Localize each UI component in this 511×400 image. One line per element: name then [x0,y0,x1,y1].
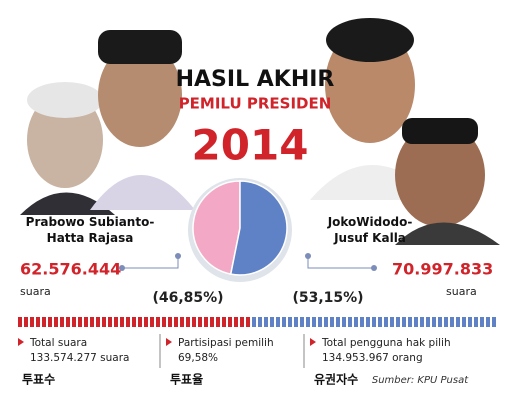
vote-unit: suara [446,285,477,298]
stat-value: 134.953.967 orang [322,352,423,364]
subtitle: PEMILU PRESIDEN [179,95,332,113]
title: HASIL AKHIR [176,67,335,92]
connector-dot [371,265,377,271]
stat-arrow [310,338,316,346]
vote-count: 62.576.444 [20,260,121,279]
stat-korean: 유권자수 [314,372,358,387]
candidate-name: Prabowo Subianto-Hatta Rajasa [26,215,155,245]
value-label: (53,15%) [292,290,363,306]
pie-slice [192,180,241,275]
stat-label: Total pengguna hak pilih [321,337,451,349]
stat-arrow [166,338,172,346]
candidate-name: JokoWidodo-Jusuf Kalla [327,215,413,245]
connector-dot [305,253,311,259]
vote-unit: suara [20,285,51,298]
connector-dot [175,253,181,259]
year: 2014 [192,121,309,170]
stat-label: Partisipasi pemilih [178,337,274,349]
stat-korean: 투표수 [22,373,55,387]
stat-label: Total suara [29,337,87,349]
connector [307,258,374,269]
value-label: (46,85%) [152,290,223,306]
pie-slice [229,180,288,276]
stat-value: 69,58% [178,352,218,364]
candidate-photos [20,18,500,245]
connector [122,258,179,269]
stat-korean: 투표율 [170,373,203,387]
stat-arrow [18,338,24,346]
source: Sumber: KPU Pusat [372,375,469,386]
stat-value: 133.574.277 suara [30,352,129,364]
vote-count: 70.997.833 [392,260,493,279]
connector-dot [119,265,125,271]
